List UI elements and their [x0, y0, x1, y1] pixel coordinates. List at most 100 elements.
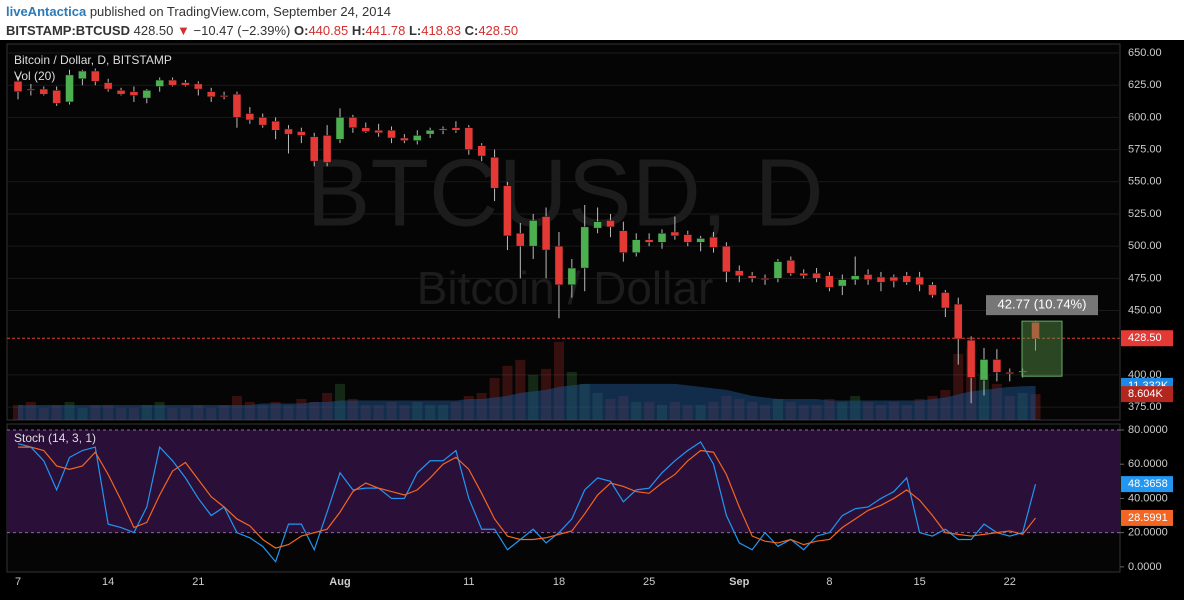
- candle-body: [799, 272, 808, 277]
- candle-body: [168, 79, 177, 86]
- down-arrow: ▼: [177, 23, 190, 38]
- ohlc-value: 418.83: [421, 23, 461, 38]
- candle-body: [541, 216, 551, 251]
- y-tick-label: 525.00: [1128, 208, 1162, 220]
- candle-body: [786, 260, 796, 274]
- y-tick-label: 550.00: [1128, 176, 1162, 188]
- candle-body: [477, 145, 486, 157]
- candle-body: [709, 236, 718, 248]
- change: −10.47 (−2.39%): [193, 23, 291, 38]
- ohlc-label: L:: [408, 23, 422, 38]
- candle-body: [374, 130, 383, 134]
- candle-body: [889, 276, 899, 282]
- candle-body: [116, 90, 126, 95]
- y-tick-label: 600.00: [1128, 111, 1162, 123]
- candle-body: [606, 220, 615, 228]
- published: published on TradingView.com, September …: [89, 4, 391, 19]
- candle-body: [1005, 372, 1015, 374]
- y-tick-label: 575.00: [1128, 143, 1162, 155]
- chart-title: Bitcoin / Dollar, D, BITSTAMP: [14, 53, 172, 67]
- watermark: Bitcoin / Dollar: [417, 262, 714, 314]
- x-tick-label: 25: [643, 576, 655, 588]
- price-tag: [1121, 330, 1173, 347]
- price-plot: [7, 52, 1120, 420]
- candle-body: [863, 274, 873, 280]
- candle-body: [760, 278, 770, 280]
- axes: 650.00 625.00 600.00 575.00 550.00 525.00 500.…: [15, 47, 1173, 588]
- ohlc-label: C:: [464, 23, 479, 38]
- price-tag-label: 28.5991: [1128, 512, 1168, 524]
- candle-body: [1031, 322, 1040, 339]
- author[interactable]: liveAntactica: [6, 4, 87, 19]
- stoch-title: Stoch (14, 3, 1): [14, 431, 96, 445]
- stoch-line: [17, 441, 1037, 563]
- volume-bar: [502, 365, 513, 420]
- candle-body: [516, 233, 525, 247]
- watermark: BTCUSD, D: [306, 139, 823, 246]
- candle-body: [644, 239, 654, 243]
- y-tick-label: 400.00: [1128, 369, 1162, 381]
- y-tick-label: 450.00: [1128, 304, 1162, 316]
- candle-body: [297, 131, 306, 136]
- candle-body: [91, 70, 100, 82]
- candle-body: [219, 95, 229, 98]
- y-tick-label: 475.00: [1128, 272, 1162, 284]
- price-tag: [1121, 476, 1173, 493]
- candle-body: [593, 221, 602, 229]
- y-tick-label: 500.00: [1128, 240, 1162, 252]
- candle-body: [451, 127, 461, 131]
- volume-bar: [953, 353, 964, 420]
- candle-body: [657, 233, 667, 243]
- candle-body: [245, 113, 255, 121]
- candle-body: [941, 292, 950, 309]
- candle-body: [400, 137, 409, 141]
- candle-body: [580, 226, 589, 269]
- volume-title: Vol (20): [14, 69, 55, 83]
- candle-body: [309, 136, 319, 162]
- candle-body: [696, 238, 705, 243]
- candle-body: [528, 220, 538, 247]
- candle-body: [232, 93, 242, 118]
- candle-body: [206, 91, 216, 98]
- candle-body: [631, 239, 641, 253]
- y-tick-label: 650.00: [1128, 47, 1162, 59]
- candle-body: [181, 82, 190, 86]
- candle-body: [670, 231, 680, 237]
- candle-body: [992, 359, 1002, 373]
- ohlc-label: H:: [351, 23, 366, 38]
- price-tag-label: 8.604K: [1128, 388, 1164, 400]
- candle-body: [838, 279, 847, 287]
- y-tick-label: 625.00: [1128, 79, 1162, 91]
- price-tag: [1121, 509, 1173, 526]
- x-tick-label: Aug: [329, 576, 350, 588]
- candle-body: [155, 79, 164, 87]
- candle-body: [271, 121, 280, 131]
- volume-ma-area: [18, 383, 1036, 420]
- candle-body: [825, 275, 834, 288]
- ohlc-value: 428.50: [478, 23, 519, 38]
- stoch-plot: [7, 429, 1120, 563]
- ohlc-label: O:: [293, 23, 309, 38]
- candle-body: [348, 117, 358, 128]
- last: 428.50: [133, 23, 174, 38]
- stoch-band: [7, 429, 1120, 533]
- candle-body: [142, 90, 152, 99]
- candle-body: [735, 270, 744, 277]
- candle-body: [490, 157, 499, 189]
- y-tick-label: 40.0000: [1128, 492, 1168, 504]
- candle-body: [953, 303, 963, 340]
- header: liveAntactica published on TradingView.c…: [6, 2, 518, 40]
- price-panel: [6, 43, 1121, 421]
- candle-body: [438, 128, 448, 131]
- symbol: BITSTAMP:BTCUSD: [6, 23, 130, 38]
- candle-body: [194, 83, 203, 90]
- price-tag-label: 48.3658: [1128, 478, 1168, 490]
- y-tick-label: 20.0000: [1128, 527, 1168, 539]
- ohlc-value: 441.78: [365, 23, 406, 38]
- measure-label: 42.77 (10.74%): [998, 297, 1087, 312]
- candle-body: [683, 234, 693, 243]
- candle-body: [850, 275, 860, 280]
- candle-body: [322, 135, 332, 163]
